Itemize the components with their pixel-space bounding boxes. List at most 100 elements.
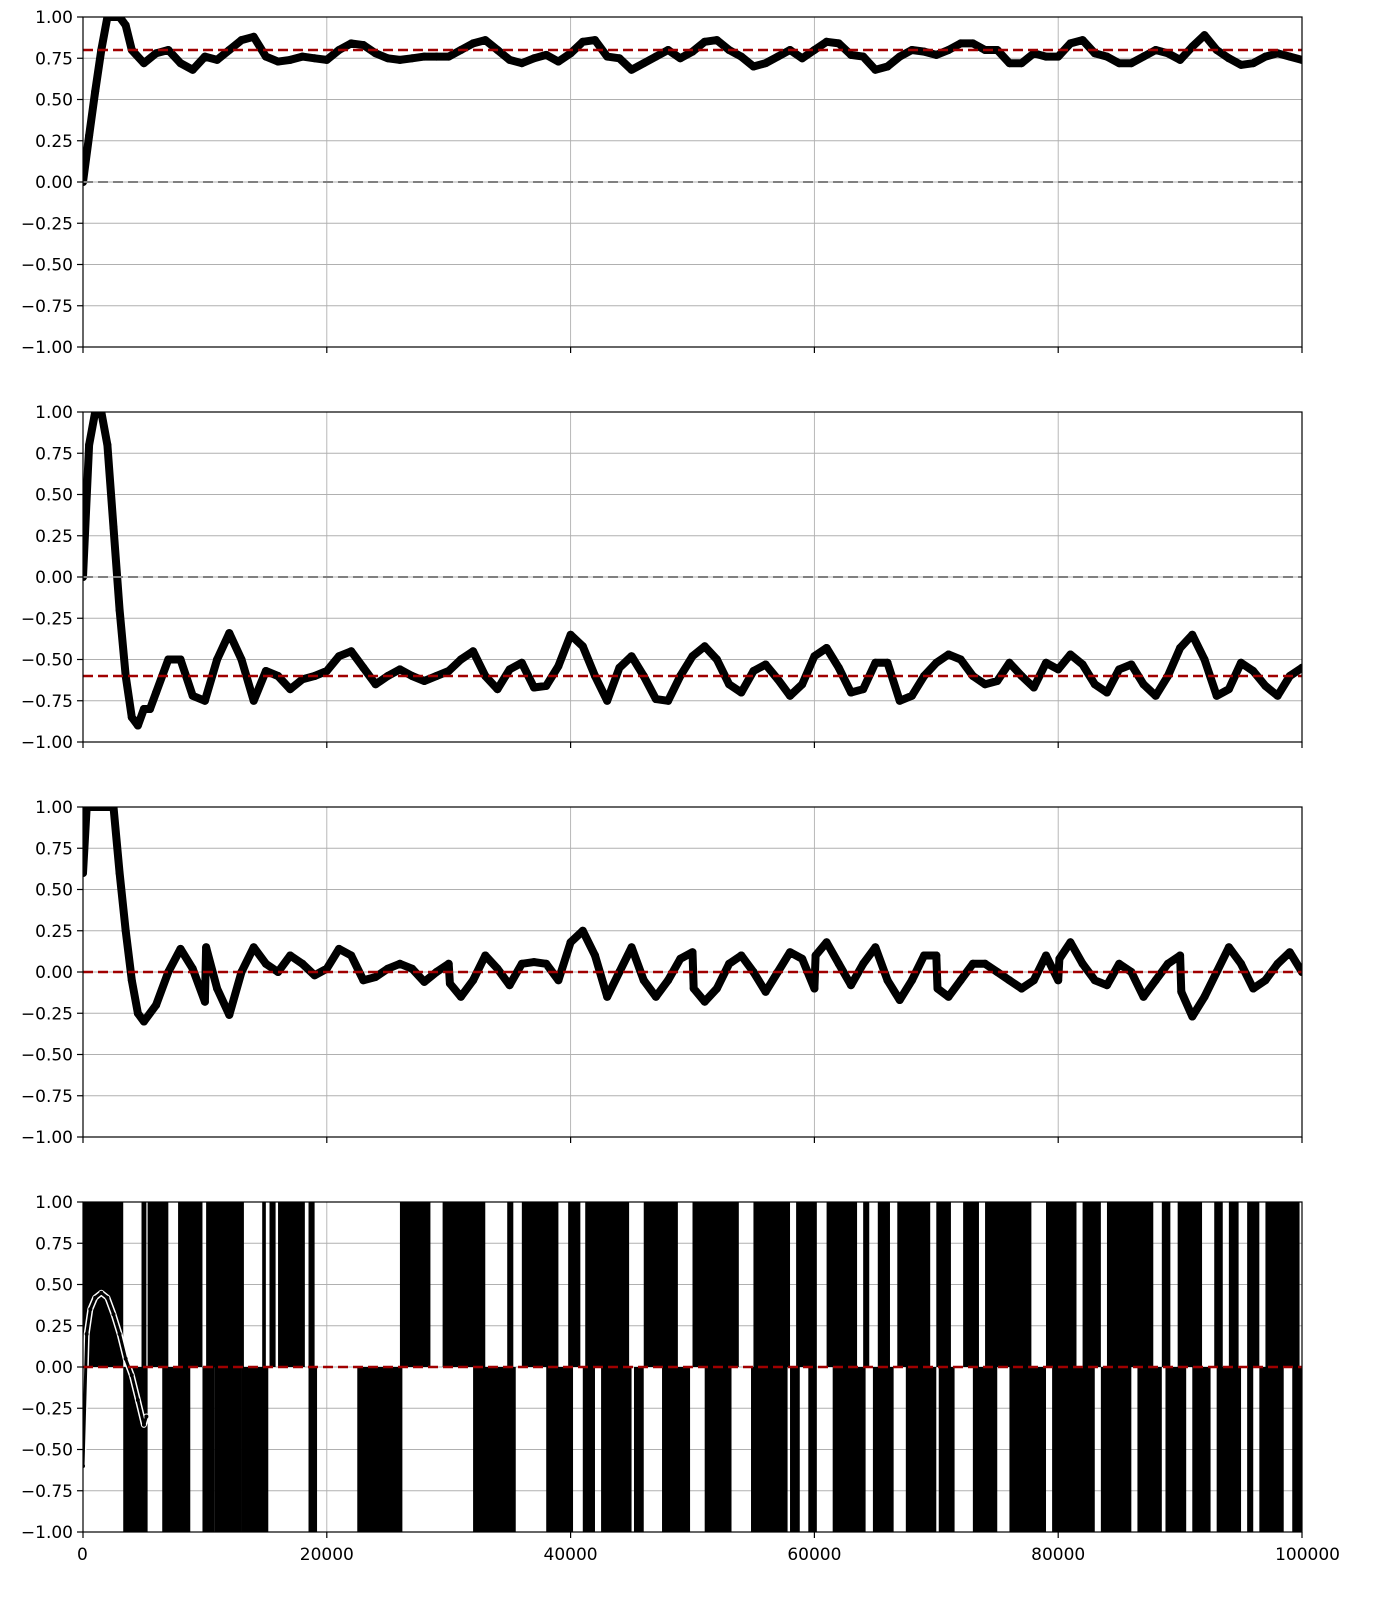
data-point	[347, 39, 356, 48]
y-tick-label: −1.00	[21, 1523, 73, 1543]
data-point	[493, 964, 502, 973]
data-point	[981, 959, 990, 968]
data-point	[135, 1398, 140, 1402]
data-point	[261, 52, 270, 61]
data-point	[1163, 959, 1172, 968]
band-mark	[1177, 1202, 1203, 1367]
data-point	[1029, 976, 1038, 985]
data-point	[834, 39, 843, 48]
data-point	[139, 59, 148, 68]
data-point	[1237, 959, 1246, 968]
data-point	[1090, 680, 1099, 689]
y-tick-label: 0.50	[35, 881, 73, 901]
band-mark	[399, 1202, 431, 1367]
data-point	[603, 696, 612, 705]
data-point	[383, 54, 392, 63]
y-tick-label: −0.50	[21, 1046, 73, 1066]
y-tick-label: 0.25	[35, 527, 73, 547]
data-point	[1249, 667, 1258, 676]
data-point	[298, 959, 307, 968]
data-point	[237, 36, 246, 45]
band-mark	[147, 1202, 169, 1367]
data-point	[895, 52, 904, 61]
data-point	[822, 938, 831, 947]
band-mark	[633, 1367, 644, 1532]
data-point	[505, 981, 514, 990]
data-point	[103, 441, 112, 449]
data-point	[261, 959, 270, 968]
band-mark	[1265, 1202, 1300, 1367]
data-point	[146, 705, 155, 713]
y-tick-label: −0.25	[21, 1399, 73, 1419]
band-mark	[473, 1367, 516, 1532]
data-point	[651, 992, 660, 1001]
band-mark	[278, 1202, 305, 1367]
data-point	[298, 52, 307, 61]
y-tick-label: −0.75	[21, 1087, 73, 1107]
data-point	[481, 672, 490, 680]
data-point	[84, 1332, 89, 1336]
data-point	[176, 944, 185, 953]
data-point	[1127, 968, 1136, 976]
data-point	[444, 52, 453, 61]
data-point	[895, 696, 904, 705]
y-tick-label: 1.00	[35, 8, 73, 28]
data-point	[164, 968, 173, 976]
band-mark	[832, 1367, 866, 1532]
data-point	[530, 54, 539, 63]
data-point	[274, 57, 283, 66]
y-tick-label: −0.25	[21, 214, 73, 234]
data-point	[408, 54, 417, 63]
data-point	[1139, 992, 1148, 1001]
band-mark	[206, 1202, 244, 1367]
data-point	[1090, 49, 1099, 58]
data-point	[956, 655, 965, 664]
data-point	[883, 658, 892, 667]
data-point	[1261, 52, 1270, 61]
band-mark	[1216, 1367, 1242, 1532]
data-point	[111, 1312, 116, 1317]
data-point	[481, 36, 490, 45]
data-point	[298, 675, 307, 684]
data-point	[334, 944, 343, 953]
data-point	[188, 65, 197, 74]
panel-4: 1.00 0.75 0.50 0.25 0.00 −0.25 −0.50 −0.75 −1.00…	[21, 1193, 1340, 1565]
data-point	[933, 984, 942, 993]
data-point	[1090, 976, 1099, 985]
data-point	[347, 647, 356, 656]
data-point	[213, 55, 222, 64]
data-point	[566, 49, 575, 58]
data-point	[1005, 976, 1014, 985]
panel-1: 1.00 0.75 0.50 0.25 0.00 −0.25 −0.50 −0.75 −1.00	[21, 8, 1303, 358]
data-point	[395, 959, 404, 968]
y-tick-label: 0.50	[35, 1276, 73, 1296]
y-tick-label: 0.25	[35, 132, 73, 152]
data-point	[761, 660, 770, 669]
band-mark	[1259, 1367, 1284, 1532]
data-point	[97, 412, 106, 416]
data-point	[871, 943, 880, 952]
data-point	[225, 629, 234, 638]
data-point	[944, 46, 953, 54]
data-point	[469, 647, 478, 656]
data-point	[542, 681, 551, 690]
panel-3: 1.00 0.75 0.50 0.25 0.00 −0.25 −0.50 −0.75 −1.00	[21, 798, 1303, 1148]
data-point	[1042, 658, 1051, 667]
y-tick-label: −1.00	[21, 733, 73, 753]
data-point	[83, 807, 91, 811]
data-point	[846, 50, 855, 59]
y-tick-label: −0.50	[21, 1441, 73, 1461]
data-point	[1249, 984, 1258, 993]
band-mark	[162, 1367, 191, 1532]
data-point	[1200, 655, 1209, 664]
data-point	[859, 685, 868, 694]
data-point	[83, 869, 87, 877]
data-point	[932, 658, 941, 667]
data-point	[225, 1010, 234, 1019]
data-point	[688, 652, 697, 661]
data-point	[810, 652, 819, 661]
data-point	[1200, 31, 1209, 40]
data-point	[456, 655, 465, 664]
data-point	[1273, 691, 1282, 700]
y-tick-label: 0.00	[35, 1358, 73, 1378]
